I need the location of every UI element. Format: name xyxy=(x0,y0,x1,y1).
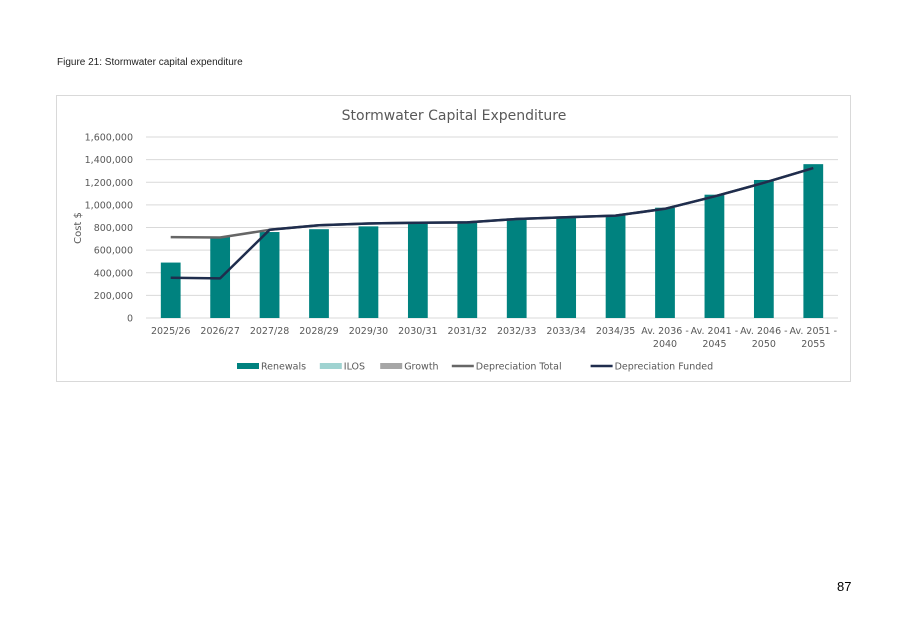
x-tick-label: 2050 xyxy=(752,339,776,350)
x-tick-label: 2040 xyxy=(653,339,677,350)
chart-container: Stormwater Capital Expenditure Cost $ 0 2… xyxy=(56,95,851,382)
chart-svg: Stormwater Capital Expenditure Cost $ 0 2… xyxy=(73,108,838,373)
line-series xyxy=(170,166,814,280)
x-tick-label: 2026/27 xyxy=(200,326,239,337)
y-tick-label: 200,000 xyxy=(94,291,133,302)
legend-swatch-ilos xyxy=(319,363,342,369)
page-number: 87 xyxy=(837,579,852,594)
legend-label-ilos: ILOS xyxy=(344,362,365,373)
x-tick-label: 2034/35 xyxy=(596,326,635,337)
renewals-bar xyxy=(753,179,774,318)
renewals-bar xyxy=(259,232,280,318)
renewals-bar xyxy=(358,226,379,318)
y-tick-label: 800,000 xyxy=(94,223,133,234)
legend-swatch-renewals xyxy=(237,363,259,369)
bar-series xyxy=(160,164,824,318)
x-tick-label: 2029/30 xyxy=(349,326,388,337)
y-tick-label: 0 xyxy=(127,314,133,325)
x-tick-label: 2027/28 xyxy=(250,326,289,337)
y-tick-label: 1,400,000 xyxy=(85,155,133,166)
x-tick-label: 2025/26 xyxy=(151,326,190,337)
y-tick-label: 1,000,000 xyxy=(85,200,133,211)
x-tick-label: Av. 2036 - xyxy=(641,326,689,337)
renewals-bar xyxy=(407,222,428,318)
y-axis-label: Cost $ xyxy=(73,212,84,244)
legend-label-depreciation-total: Depreciation Total xyxy=(476,362,562,373)
x-tick-label: Av. 2041 - xyxy=(691,326,739,337)
renewals-bar xyxy=(506,218,527,318)
y-tick-label: 600,000 xyxy=(94,246,133,257)
renewals-bar xyxy=(655,207,675,318)
y-tick-label: 400,000 xyxy=(94,268,133,279)
x-tick-label: 2031/32 xyxy=(448,326,487,337)
depreciation-funded-line xyxy=(170,166,814,280)
legend-label-growth: Growth xyxy=(404,362,438,373)
y-tick-label: 1,200,000 xyxy=(85,178,133,189)
chart-legend: Renewals ILOS Growth Depreciation Total Depr… xyxy=(237,362,713,373)
renewals-bar xyxy=(556,216,577,318)
legend-swatch-growth xyxy=(380,363,403,369)
x-tick-label: 2045 xyxy=(702,339,726,350)
x-tick-label: Av. 2051 - xyxy=(790,326,838,337)
y-tick-labels: 0 200,000 400,000 600,000 800,000 1,000,000 1,… xyxy=(85,133,133,325)
x-tick-labels: 2025/26 2026/27 2027/28 2028/29 2029/30 2030/… xyxy=(151,326,837,350)
renewals-bar xyxy=(160,262,181,318)
grid-lines xyxy=(146,136,838,319)
renewals-bar xyxy=(704,194,725,318)
figure-caption: Figure 21: Stormwater capital expenditur… xyxy=(57,57,243,68)
x-tick-label: Av. 2046 - xyxy=(740,326,788,337)
legend-label-renewals: Renewals xyxy=(261,362,306,373)
renewals-bar xyxy=(605,215,626,318)
renewals-bar xyxy=(457,221,478,318)
renewals-bar xyxy=(803,164,824,318)
x-tick-label: 2028/29 xyxy=(299,326,338,337)
y-tick-label: 1,600,000 xyxy=(85,133,133,144)
renewals-bar xyxy=(309,229,329,318)
x-tick-label: 2030/31 xyxy=(398,326,437,337)
x-tick-label: 2033/34 xyxy=(546,326,585,337)
legend-label-depreciation-funded: Depreciation Funded xyxy=(615,362,714,373)
x-tick-label: 2032/33 xyxy=(497,326,536,337)
chart-title: Stormwater Capital Expenditure xyxy=(342,108,567,124)
x-tick-label: 2055 xyxy=(801,339,825,350)
